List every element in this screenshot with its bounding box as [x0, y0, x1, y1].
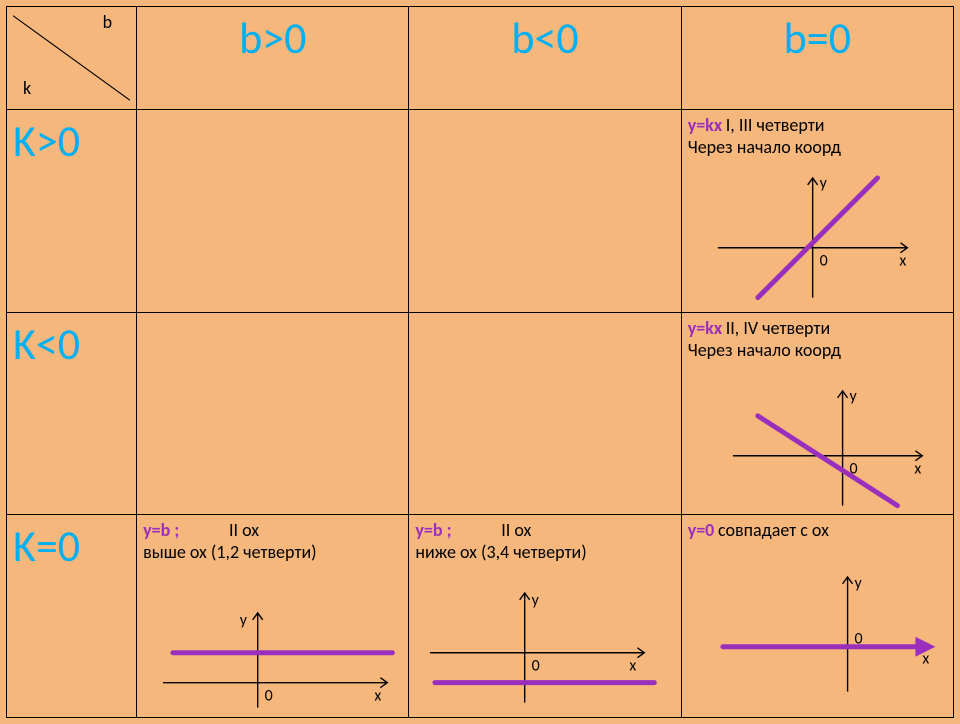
row-header-k-pos: K>0 — [7, 110, 137, 313]
col-header-b-pos: b>0 — [137, 7, 409, 110]
row-header-k-zero: K=0 — [7, 515, 137, 718]
col-header-b-zero: b=0 — [681, 7, 953, 110]
row-k-neg: K<0 y=kx II, IV четверти Через начало ко… — [7, 312, 954, 515]
graph-kpos-bzero: 0 x y — [688, 158, 947, 308]
svg-text:x: x — [899, 252, 906, 271]
desc-text: совпадает с ox — [718, 519, 829, 541]
desc-text: II ox — [501, 519, 531, 541]
eq-text: y=b ; — [415, 519, 451, 541]
graph-kneg-bzero: 0 x y — [688, 361, 947, 511]
desc-text-2: Через начало коорд — [688, 339, 947, 361]
cell-kzero-bzero: y=0 совпадает с ox 0 x y — [681, 515, 953, 718]
cell-kzero-bpos: y=b ; II ox выше ox (1,2 четверти) 0 x y — [137, 515, 409, 718]
row-header-k-neg: K<0 — [7, 312, 137, 515]
svg-text:x: x — [630, 657, 637, 676]
svg-text:y: y — [240, 611, 248, 630]
cell-kpos-bpos — [137, 110, 409, 313]
cell-kneg-bneg — [409, 312, 681, 515]
row-k-zero: K=0 y=b ; II ox выше ox (1,2 четверти) 0… — [7, 515, 954, 718]
corner-label-k: k — [23, 77, 31, 99]
svg-text:0: 0 — [819, 252, 827, 271]
cell-kpos-bzero: y=kx I, III четверти Через начало коорд … — [681, 110, 953, 313]
desc-text-2: выше ox (1,2 четверти) — [143, 541, 402, 563]
row-k-pos: K>0 y=kx I, III четверти Через начало ко… — [7, 110, 954, 313]
desc-text: I, III четверти — [726, 114, 825, 136]
desc-text-2: Через начало коорд — [688, 136, 947, 158]
graph-kzero-bzero: 0 x y — [688, 541, 947, 713]
eq-text: y=kx — [688, 317, 722, 339]
svg-text:y: y — [854, 574, 862, 593]
graph-kzero-bpos: 0 x y — [143, 563, 402, 713]
desc-text: II ox — [229, 519, 259, 541]
svg-text:y: y — [532, 591, 540, 610]
svg-text:y: y — [819, 174, 827, 193]
eq-text: y=kx — [688, 114, 722, 136]
table-container: b k b>0 b<0 b=0 K>0 y=kx I, III четверти… — [0, 0, 960, 724]
desc-text: II, IV четверти — [726, 317, 830, 339]
desc-text-2: ниже ox (3,4 четверти) — [415, 541, 674, 563]
cell-kneg-bpos — [137, 312, 409, 515]
svg-text:y: y — [849, 386, 857, 405]
svg-text:x: x — [374, 687, 381, 706]
corner-cell: b k — [7, 7, 137, 110]
svg-text:0: 0 — [532, 657, 540, 676]
cell-kzero-bneg: y=b ; II ox ниже ox (3,4 четверти) 0 x y — [409, 515, 681, 718]
eq-text: y=b ; — [143, 519, 179, 541]
corner-label-b: b — [103, 11, 112, 33]
svg-text:0: 0 — [265, 687, 273, 706]
cell-kneg-bzero: y=kx II, IV четверти Через начало коорд … — [681, 312, 953, 515]
header-row: b k b>0 b<0 b=0 — [7, 7, 954, 110]
cell-kpos-bneg — [409, 110, 681, 313]
linear-function-table: b k b>0 b<0 b=0 K>0 y=kx I, III четверти… — [6, 6, 954, 718]
eq-text: y=0 — [688, 519, 715, 541]
col-header-b-neg: b<0 — [409, 7, 681, 110]
graph-kzero-bneg: 0 x y — [415, 563, 674, 713]
svg-text:x: x — [914, 459, 921, 478]
